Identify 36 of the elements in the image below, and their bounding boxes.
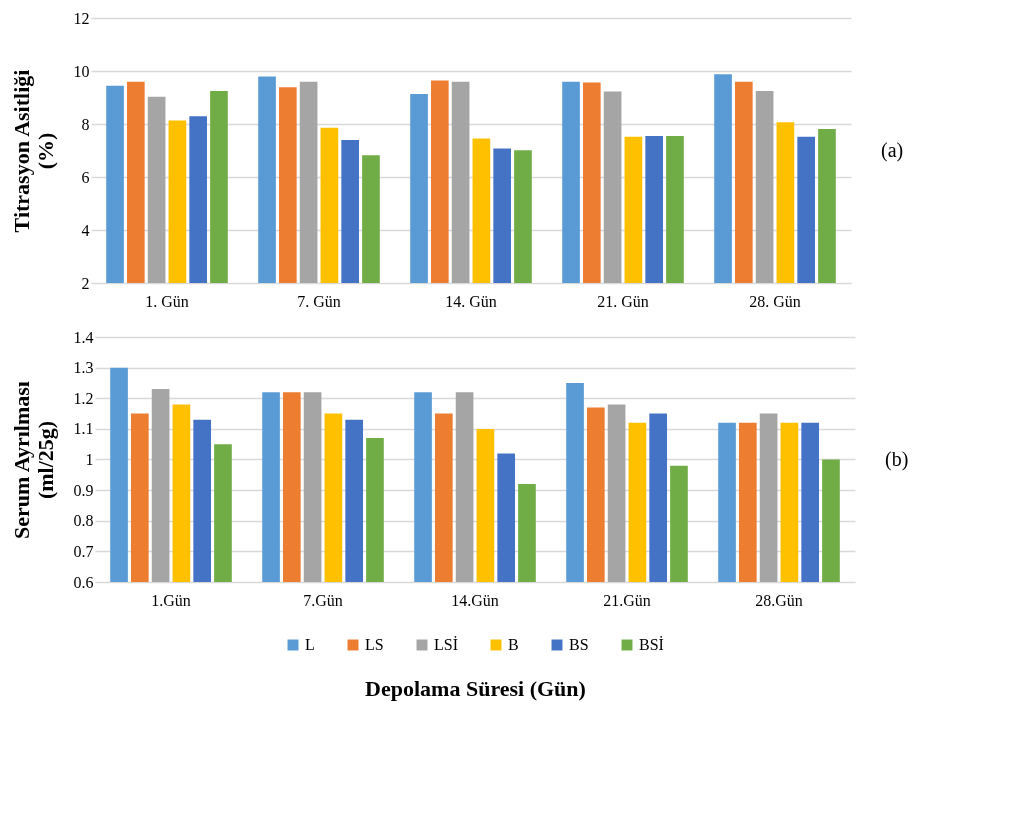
y-tick-label: 1.1 (73, 420, 94, 438)
y-tick-label: 6 (81, 168, 90, 186)
y-tick-label: 1.3 (73, 359, 94, 377)
legend-label: BS (569, 636, 589, 653)
y-tick-label: 4 (81, 221, 90, 239)
y-tick-label: 0.9 (73, 481, 94, 499)
legend-label: BSİ (639, 636, 664, 653)
x-axis-title: Depolama Süresi (Gün) (365, 675, 586, 701)
y-tick-label: 1.4 (73, 328, 94, 346)
text: (a) (881, 138, 904, 162)
legend-label: LSİ (434, 636, 458, 653)
y-tick-label: 12 (73, 9, 90, 27)
y-tick-label: 0.8 (73, 512, 94, 530)
x-tick-label: 7. Gün (297, 292, 341, 310)
x-tick-label: 7.Gün (303, 591, 343, 609)
x-tick-label: 28.Gün (755, 591, 803, 609)
y-tick-label: 0.7 (73, 542, 94, 560)
x-tick-label: 14.Gün (451, 591, 499, 609)
legend-label: L (305, 636, 315, 653)
y-tick-label: 1.2 (73, 389, 94, 407)
y-tick-label: 0.6 (73, 573, 94, 591)
x-tick-label: 21.Gün (603, 591, 651, 609)
x-tick-label: 1. Gün (145, 292, 189, 310)
legend-label: LS (365, 636, 384, 653)
legend-label: B (508, 636, 519, 653)
y-axis-title: Titrasyon Asitliği (%) (8, 69, 58, 233)
y-tick-label: 2 (81, 274, 90, 292)
y-tick-label: 10 (73, 62, 90, 80)
y-tick-label: 1 (85, 451, 94, 468)
x-tick-label: 14. Gün (445, 292, 497, 310)
x-tick-label: 28. Gün (749, 292, 801, 310)
x-tick-label: 1.Gün (151, 591, 191, 609)
y-tick-label: 8 (81, 115, 90, 133)
text: (b) (885, 447, 909, 471)
y-axis-title: Serum Ayrılması (ml/25g) (8, 381, 58, 539)
x-tick-label: 21. Gün (597, 292, 649, 310)
